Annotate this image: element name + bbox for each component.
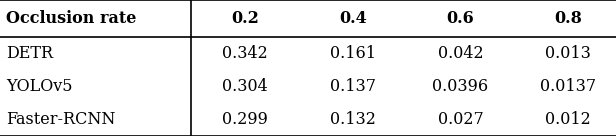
Text: 0.137: 0.137 [330,78,376,95]
Text: 0.0396: 0.0396 [432,78,488,95]
Text: Faster-RCNN: Faster-RCNN [6,111,116,128]
Text: 0.027: 0.027 [437,111,484,128]
Text: 0.0137: 0.0137 [540,78,596,95]
Text: YOLOv5: YOLOv5 [6,78,73,95]
Text: 0.132: 0.132 [330,111,376,128]
Text: 0.161: 0.161 [330,45,376,62]
Text: 0.042: 0.042 [437,45,484,62]
Text: 0.6: 0.6 [447,10,474,27]
Text: Occlusion rate: Occlusion rate [6,10,137,27]
Text: 0.8: 0.8 [554,10,582,27]
Text: 0.304: 0.304 [222,78,268,95]
Text: 0.299: 0.299 [222,111,268,128]
Text: 0.012: 0.012 [545,111,591,128]
Text: 0.013: 0.013 [545,45,591,62]
Text: 0.342: 0.342 [222,45,268,62]
Text: 0.4: 0.4 [339,10,367,27]
Text: 0.2: 0.2 [231,10,259,27]
Text: DETR: DETR [6,45,54,62]
